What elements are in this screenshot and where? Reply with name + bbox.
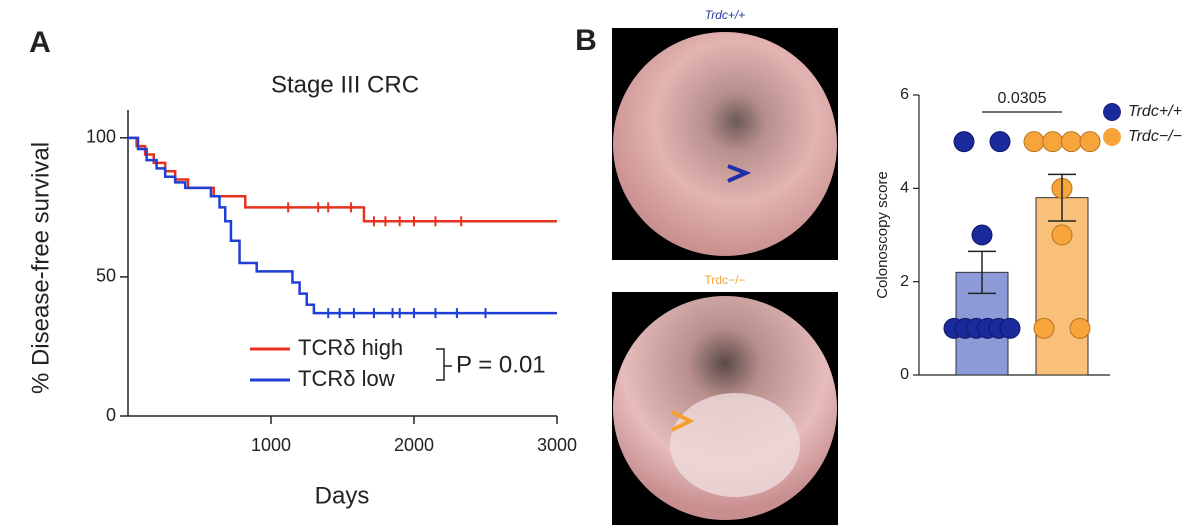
legend-swatch: [1103, 103, 1121, 121]
data-point: [971, 224, 993, 246]
data-point: [1023, 131, 1045, 153]
lesion: [670, 393, 800, 497]
data-point: [1079, 131, 1101, 153]
data-point: [1051, 224, 1073, 246]
data-point: [999, 317, 1021, 339]
data-point: [1033, 317, 1055, 339]
data-point: [953, 131, 975, 153]
x-axis-label: Days: [315, 482, 370, 509]
y-tick-label: 100: [86, 127, 116, 147]
legend-label: TCRδ low: [298, 366, 395, 391]
panel-label: B: [575, 24, 597, 57]
legend-label: Trdc−/−: [1128, 128, 1182, 145]
error-bar: [968, 250, 996, 295]
y-tick-label: 4: [900, 180, 909, 197]
x-tick-label: 1000: [251, 435, 291, 455]
data-point: [1042, 131, 1064, 153]
arrowhead: [671, 410, 695, 432]
y-tick-label: 0: [106, 405, 116, 425]
annotation: 0.0305: [998, 90, 1047, 107]
data-point: [1069, 317, 1091, 339]
panel-label: A: [29, 26, 51, 59]
error-bar: [1048, 173, 1076, 222]
bracket: [436, 348, 452, 381]
chart-title: Stage III CRC: [271, 71, 419, 98]
y-axis-label: % Disease-free survival: [27, 142, 54, 394]
bar: [1035, 197, 1089, 376]
legend-label: TCRδ high: [298, 335, 403, 360]
data-point: [989, 131, 1011, 153]
y-tick-label: 0: [900, 366, 909, 383]
y-tick-label: 2: [900, 273, 909, 290]
y-tick-label: 6: [900, 86, 909, 103]
y-tick-label: 50: [96, 266, 116, 286]
x-tick-label: 2000: [394, 435, 434, 455]
survival-curve: [128, 136, 557, 315]
image-label: Trdc+/+: [705, 8, 745, 22]
x-tick-label: 3000: [537, 435, 577, 455]
endoscopy-view: [613, 32, 837, 256]
data-point: [1060, 131, 1082, 153]
survival-curve: [128, 136, 557, 223]
y-axis-label: Colonoscopy score: [874, 171, 891, 299]
annotation: P = 0.01: [456, 351, 546, 378]
legend-label: Trdc+/+: [1128, 103, 1182, 120]
image-label: Trdc−/−: [705, 273, 746, 287]
arrowhead: [727, 164, 752, 183]
legend-swatch: [1103, 128, 1121, 146]
